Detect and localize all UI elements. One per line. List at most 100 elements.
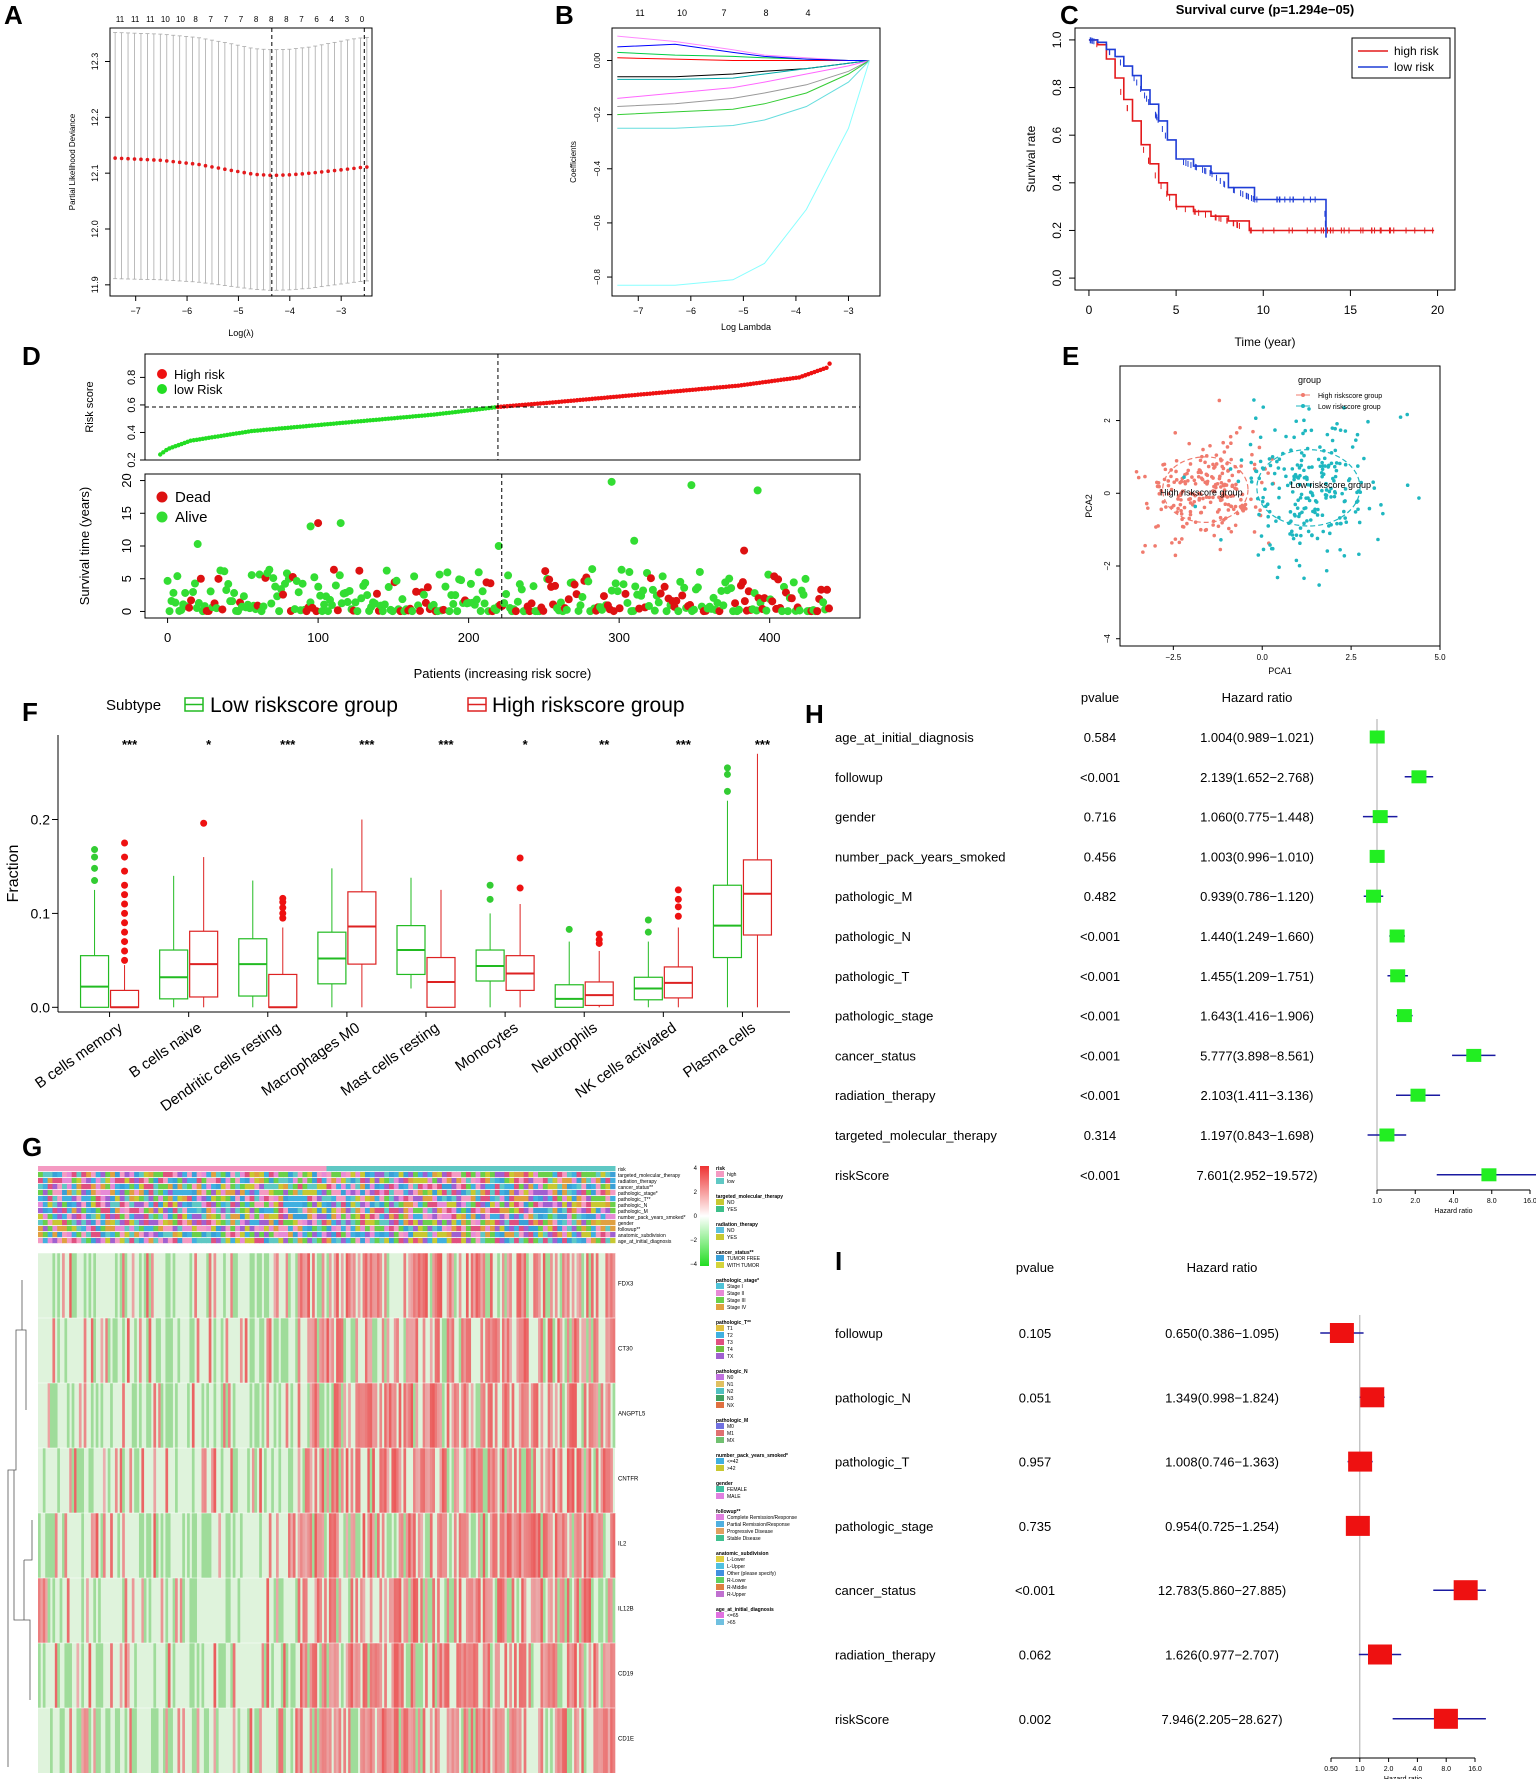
annotation-cell (528, 1220, 534, 1226)
annotation-cell (345, 1208, 352, 1214)
annotation-cell (110, 1190, 116, 1196)
annotation-cell (254, 1232, 260, 1238)
annotation-cell (114, 1202, 121, 1208)
legend-item-label: NX (727, 1403, 735, 1409)
annotation-cell (201, 1166, 207, 1172)
pca-point (1277, 495, 1281, 500)
annotation-cell (437, 1214, 443, 1220)
pca-point (1180, 489, 1185, 493)
annotation-cell (518, 1178, 525, 1184)
heatmap-cell (333, 1513, 337, 1578)
annotation-cell (254, 1184, 260, 1190)
annotation-cell (297, 1172, 303, 1178)
heatmap-cell (533, 1578, 536, 1643)
heatmap-cell (230, 1643, 234, 1708)
heatmap-cell (148, 1578, 152, 1643)
annotation-cell (562, 1190, 568, 1196)
annotation-cell (235, 1208, 241, 1214)
annotation-cell (158, 1184, 164, 1190)
pca-point (1326, 524, 1331, 528)
annotation-cell (297, 1220, 303, 1226)
annotation-cell (134, 1166, 140, 1172)
heatmap-cell (612, 1578, 616, 1643)
annotation-cell (523, 1214, 529, 1220)
annotation-cell (230, 1208, 236, 1214)
heatmap-cell (206, 1708, 209, 1773)
heatmap-cell (280, 1578, 284, 1643)
annotation-cell (76, 1238, 82, 1244)
mean-point (184, 161, 188, 165)
pca-point (1225, 461, 1229, 466)
annotation-cell (571, 1220, 578, 1226)
pca-point (1297, 482, 1302, 487)
heatmap-cell (384, 1253, 387, 1318)
heatmap-cell (259, 1448, 262, 1513)
annotation-cell (403, 1226, 409, 1232)
heatmap-cell (333, 1253, 337, 1318)
heatmap-cell (369, 1253, 373, 1318)
annotation-cell (384, 1166, 390, 1172)
annotation-cell (340, 1166, 347, 1172)
heatmap-cell (453, 1513, 457, 1578)
annotation-cell (163, 1190, 169, 1196)
annotation-cell (307, 1238, 313, 1244)
heatmap-cell (540, 1708, 544, 1773)
annotation-cell (316, 1202, 323, 1208)
annotation-cell (187, 1238, 193, 1244)
heatmap-cell (283, 1708, 286, 1773)
annotation-cell (254, 1190, 260, 1196)
annotation-cell (235, 1166, 241, 1172)
heatmap-cell (146, 1318, 149, 1383)
heatmap-cell (562, 1253, 565, 1318)
annotation-cell (485, 1202, 491, 1208)
mean-point (190, 161, 195, 166)
pca-point (1329, 495, 1333, 499)
heatmap-cell (485, 1708, 488, 1773)
legend-item-label: TX (727, 1354, 734, 1360)
annotation-cell (148, 1172, 154, 1178)
survival-point (306, 522, 315, 531)
pca-point (1228, 467, 1233, 471)
heatmap-cell (468, 1708, 472, 1773)
annotation-cell (605, 1226, 611, 1232)
heatmap-cell (530, 1643, 534, 1708)
heatmap-cell (571, 1383, 575, 1448)
annotation-cell (355, 1178, 361, 1184)
annotation-cell (389, 1184, 395, 1190)
annotation-cell (278, 1190, 284, 1196)
panel-letter-c: C (1060, 0, 1079, 30)
pca-point (1299, 492, 1304, 497)
heatmap-cell (95, 1383, 99, 1448)
heatmap-cell (504, 1253, 508, 1318)
group-label: High riskscore group (1160, 488, 1243, 498)
annotation-cell (485, 1214, 491, 1220)
heatmap-cell (316, 1383, 320, 1448)
pca-point (1234, 482, 1238, 487)
annotation-cell (384, 1172, 390, 1178)
heatmap-cell (499, 1513, 503, 1578)
heatmap-cell (610, 1643, 613, 1708)
annotation-cell (215, 1208, 222, 1214)
heatmap-cell (352, 1643, 356, 1708)
annotation-cell (90, 1214, 97, 1220)
heatmap-cell (105, 1318, 109, 1383)
annotation-cell (480, 1190, 486, 1196)
annotation-cell (312, 1196, 318, 1202)
heatmap-cell (401, 1643, 404, 1708)
annotation-cell (379, 1214, 385, 1220)
annotation-cell (66, 1166, 73, 1172)
annotation-cell (331, 1208, 337, 1214)
annotation-cell (105, 1196, 111, 1202)
pca-point (1405, 412, 1410, 417)
annotation-cell (249, 1232, 255, 1238)
heatmap-cell (261, 1643, 265, 1708)
legend-item-label: high (727, 1172, 737, 1178)
x-tick-label: 4.0 (1449, 1198, 1459, 1205)
heatmap-cell (312, 1708, 315, 1773)
y-tick-label: 0.6 (1050, 127, 1064, 144)
heatmap-cell (374, 1383, 378, 1448)
heatmap-cell (376, 1643, 380, 1708)
annotation-cell (38, 1238, 44, 1244)
annotation-cell (355, 1238, 361, 1244)
annotation-cell (81, 1166, 87, 1172)
